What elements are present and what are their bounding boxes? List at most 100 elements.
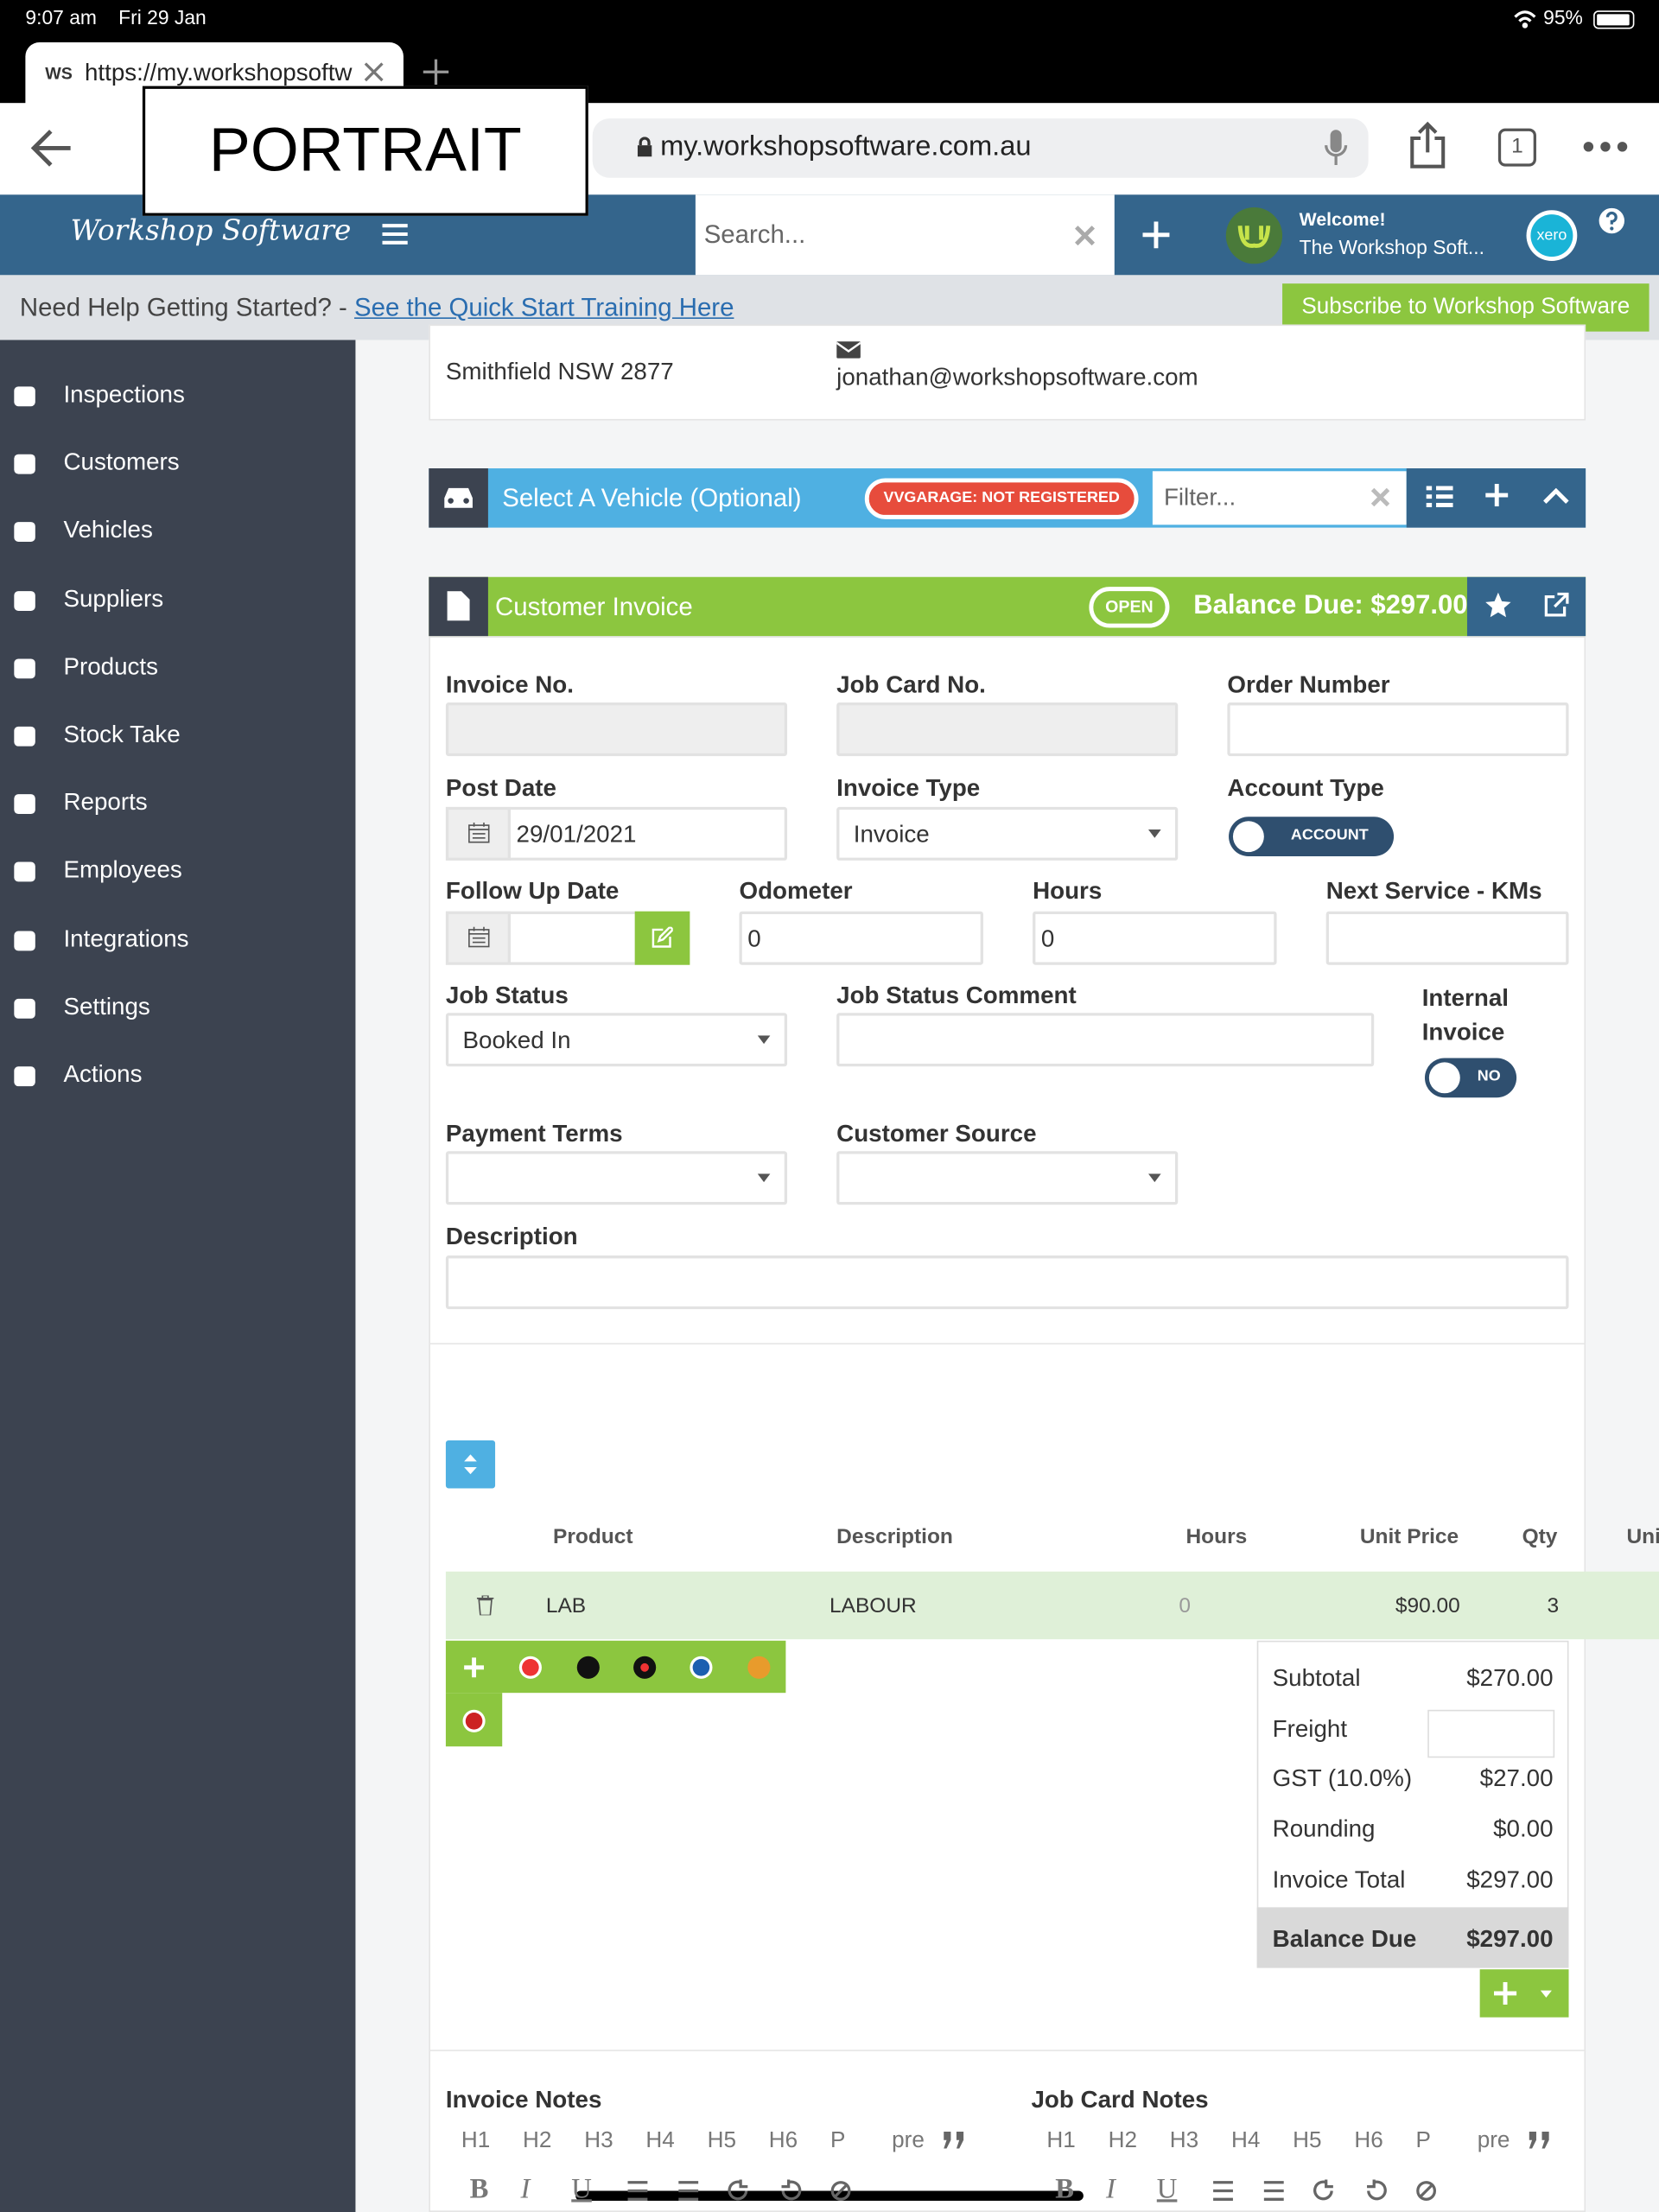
filter-placeholder: Filter... — [1163, 484, 1236, 512]
vehicle-add[interactable] — [1485, 484, 1509, 507]
sidebar-item[interactable]: Vehicles — [63, 517, 153, 544]
tab-close[interactable] — [364, 62, 384, 82]
description-input[interactable] — [445, 1255, 1569, 1310]
divider — [429, 2050, 1586, 2051]
format-button[interactable]: H3 — [1169, 2128, 1199, 2153]
freight-input[interactable] — [1427, 1709, 1555, 1758]
job-status-comment-input[interactable] — [836, 1013, 1375, 1067]
format-button[interactable]: B — [469, 2173, 489, 2205]
format-button[interactable]: H5 — [1293, 2128, 1322, 2153]
share-icon[interactable] — [1408, 121, 1447, 169]
sidebar-item[interactable]: Integrations — [63, 925, 189, 952]
format-button[interactable]: P — [1415, 2128, 1431, 2153]
format-icons[interactable] — [622, 2179, 876, 2202]
mic-icon[interactable] — [1323, 129, 1348, 168]
invoice-type-select[interactable] — [836, 806, 1179, 861]
delete-icon[interactable] — [476, 1595, 494, 1616]
dropdown-caret — [1147, 829, 1161, 838]
sidebar-item[interactable]: Actions — [63, 1060, 143, 1088]
list-icon[interactable] — [1426, 486, 1453, 508]
sort-button[interactable] — [445, 1440, 496, 1489]
follow-up-button[interactable] — [634, 911, 690, 965]
sidebar-item[interactable]: Products — [63, 652, 159, 680]
column-header: Qty — [1522, 1524, 1558, 1549]
payment-terms-select[interactable] — [445, 1151, 788, 1205]
customer-source-select[interactable] — [836, 1151, 1179, 1205]
field-label: Payment Terms — [445, 1120, 623, 1147]
format-button[interactable]: pre — [1477, 2128, 1510, 2153]
format-button[interactable]: H5 — [707, 2128, 736, 2153]
total-value: $297.00 — [1466, 1866, 1554, 1893]
sidebar-item[interactable]: Suppliers — [63, 584, 164, 612]
invoice-no-input[interactable] — [445, 702, 788, 757]
format-button[interactable]: H3 — [584, 2128, 613, 2153]
filter-clear[interactable] — [1370, 487, 1390, 507]
job-card-no-input[interactable] — [836, 702, 1179, 757]
sidebar-icon — [14, 454, 35, 474]
format-button[interactable]: U — [1156, 2173, 1178, 2205]
balance-row — [1256, 1907, 1569, 1968]
sidebar-item[interactable]: Stock Take — [63, 721, 181, 748]
vehicle-filter[interactable] — [1152, 471, 1407, 525]
url-field[interactable] — [592, 118, 1369, 178]
format-button[interactable]: H2 — [523, 2128, 552, 2153]
more-icon[interactable] — [1581, 140, 1630, 154]
format-button[interactable]: H1 — [461, 2128, 491, 2153]
help-link[interactable]: See the Quick Start Training Here — [354, 293, 734, 322]
star-icon[interactable] — [1485, 592, 1511, 618]
menu-toggle[interactable] — [382, 223, 408, 245]
order-number-input[interactable] — [1227, 702, 1569, 757]
tab-count[interactable]: 1 — [1497, 128, 1536, 167]
hours-input[interactable] — [1033, 911, 1277, 965]
odometer-input[interactable] — [739, 911, 983, 965]
user-name[interactable]: The Workshop Soft... — [1299, 235, 1484, 258]
format-button[interactable]: pre — [892, 2128, 925, 2153]
add-button[interactable] — [1142, 221, 1170, 249]
search-clear[interactable] — [1075, 226, 1095, 246]
quote-icon[interactable] — [1528, 2131, 1550, 2149]
vehicle-title[interactable]: Select A Vehicle (Optional) — [502, 484, 802, 512]
field-label: Follow Up Date — [445, 877, 620, 905]
sidebar-item[interactable]: Settings — [63, 993, 150, 1020]
back-button[interactable] — [30, 129, 73, 168]
format-button[interactable]: H6 — [1354, 2128, 1383, 2153]
vvgarage-badge[interactable]: VVGARAGE: NOT REGISTERED — [864, 478, 1139, 519]
format-button[interactable]: U — [571, 2173, 592, 2205]
total-label: GST (10.0%) — [1272, 1765, 1413, 1793]
job-status-select[interactable] — [445, 1013, 788, 1067]
user-avatar[interactable] — [1224, 206, 1284, 265]
xero-badge[interactable]: xero — [1526, 210, 1578, 262]
format-button[interactable]: B — [1055, 2173, 1075, 2205]
new-tab[interactable] — [422, 58, 450, 86]
format-button[interactable]: H6 — [768, 2128, 798, 2153]
sidebar-item[interactable]: Employees — [63, 856, 182, 884]
quote-icon[interactable] — [943, 2131, 965, 2149]
sidebar-item[interactable]: Reports — [63, 788, 148, 816]
supplier-icons[interactable] — [446, 1641, 785, 1746]
format-button[interactable]: I — [520, 2173, 531, 2205]
help-icon[interactable] — [1599, 207, 1625, 234]
format-button[interactable]: H4 — [645, 2128, 675, 2153]
sidebar-item[interactable]: Customers — [63, 448, 180, 476]
post-date-input[interactable] — [507, 806, 788, 861]
search-placeholder: Search... — [703, 219, 806, 249]
app-logo[interactable]: Workshop Software — [70, 213, 352, 247]
format-button[interactable]: H1 — [1046, 2128, 1076, 2153]
format-button[interactable]: P — [830, 2128, 846, 2153]
sidebar-item[interactable]: Inspections — [63, 380, 185, 408]
format-button[interactable]: H2 — [1108, 2128, 1137, 2153]
search-input[interactable] — [695, 194, 1115, 276]
format-button[interactable]: I — [1106, 2173, 1116, 2205]
open-external[interactable] — [1543, 592, 1569, 618]
subscribe-button[interactable]: Subscribe to Workshop Software — [1282, 283, 1649, 332]
sidebar-icon — [14, 522, 35, 543]
collapse-icon[interactable] — [1543, 487, 1569, 504]
line-item-row[interactable] — [445, 1571, 1659, 1640]
field-label: Invoice Type — [836, 774, 981, 802]
email-icon — [836, 341, 861, 359]
follow-up-input[interactable] — [507, 911, 638, 965]
format-icons[interactable] — [1208, 2179, 1462, 2202]
customer-email[interactable]: jonathan@workshopsoftware.com — [836, 364, 1198, 391]
next-service-input[interactable] — [1325, 911, 1569, 965]
format-button[interactable]: H4 — [1230, 2128, 1261, 2153]
